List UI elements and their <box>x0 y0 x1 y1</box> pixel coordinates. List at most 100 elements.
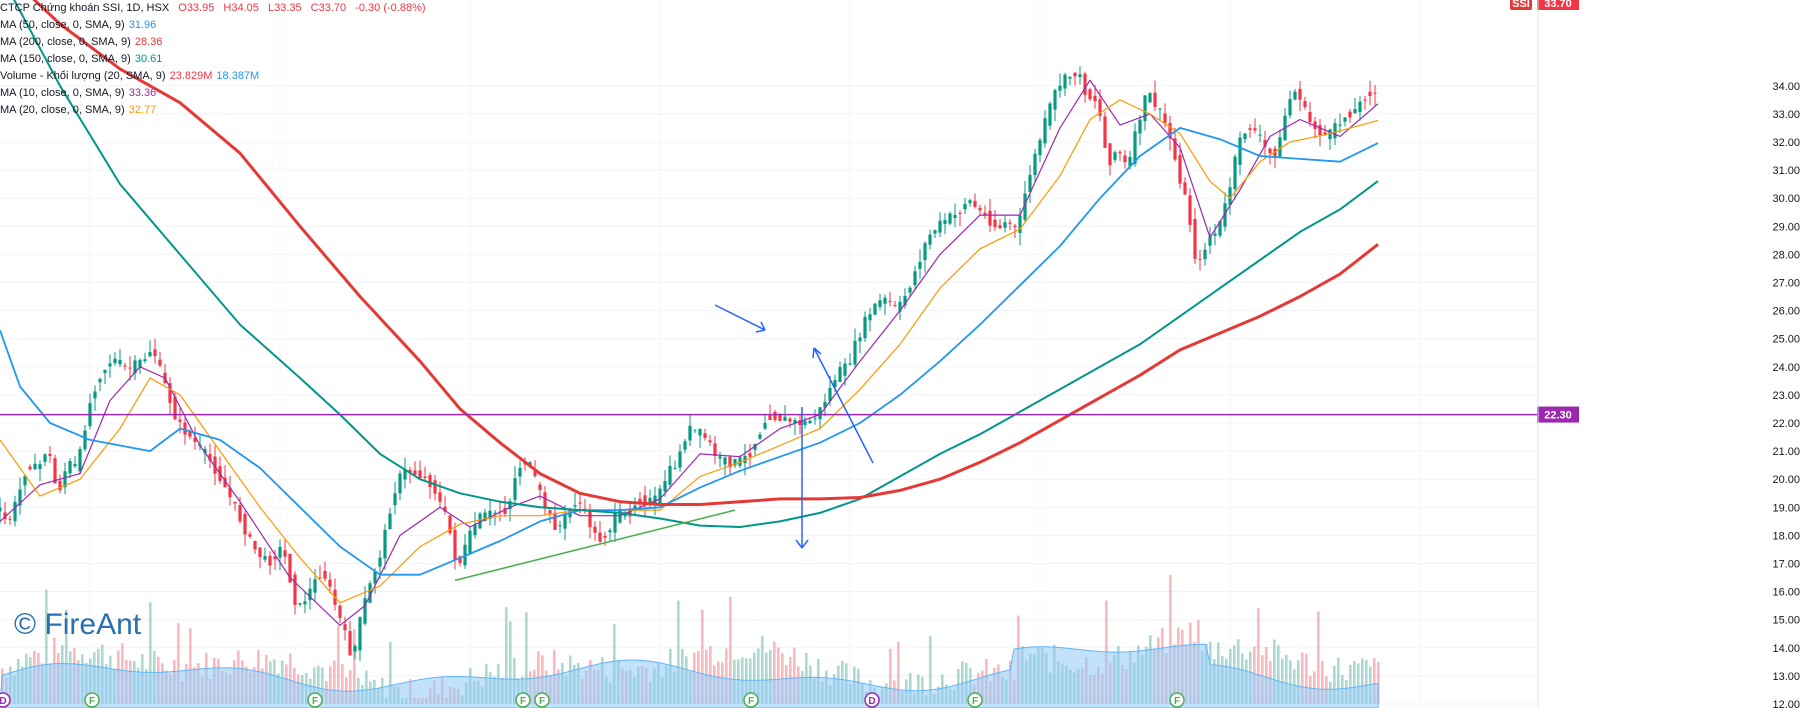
candle-body <box>1133 131 1137 164</box>
candle-body <box>113 358 117 364</box>
candle-body <box>1323 132 1327 135</box>
indicator-label: MA (50, close, 0, SMA, 9) <box>0 19 125 31</box>
indicator-row[interactable]: MA (20, close, 0, SMA, 9) 32.77 <box>0 102 432 119</box>
candle-body <box>828 387 832 402</box>
candle-body <box>118 359 122 365</box>
candle-body <box>578 502 582 504</box>
candle-body <box>548 510 552 514</box>
candle-body <box>273 556 277 560</box>
candle-body <box>1373 92 1377 94</box>
volume-bar <box>337 625 340 704</box>
candle-body <box>458 556 462 563</box>
y-tick-label: 33.00 <box>1772 109 1800 121</box>
volume-bar <box>929 636 932 704</box>
candle-body <box>0 507 2 512</box>
financial-event-icon <box>1169 692 1185 708</box>
indicator-label: MA (150, close, 0, SMA, 9) <box>0 53 131 65</box>
volume-bar <box>149 602 152 704</box>
symbol-tag <box>1510 0 1532 10</box>
event-label: F <box>748 696 754 707</box>
candle-body <box>378 557 382 567</box>
candle-body <box>438 492 442 502</box>
candle-body <box>818 407 822 420</box>
candle-body <box>1268 148 1272 154</box>
volume-bar <box>677 600 680 704</box>
candle-body <box>758 434 762 439</box>
indicator-row[interactable]: Volume - Khối lượng (20, SMA, 9) 23.829M 1… <box>0 68 432 85</box>
low-value: 33.35 <box>274 2 302 14</box>
candle-body <box>943 220 947 224</box>
candle-body <box>1253 128 1257 131</box>
indicator-row[interactable]: MA (50, close, 0, SMA, 9) 31.96 <box>0 17 432 34</box>
indicator-row[interactable]: MA (200, close, 0, SMA, 9) 28.36 <box>0 34 432 51</box>
candle-body <box>1238 137 1242 165</box>
price-axis[interactable]: 34.00 33.00 32.00 31.00 30.00 29.00 28.00 27.00… <box>1510 0 1800 708</box>
candle-body <box>1263 140 1267 147</box>
candle-body <box>83 430 87 450</box>
candle-body <box>773 411 777 421</box>
candle-body <box>268 555 272 566</box>
candle-body <box>1103 116 1107 148</box>
candle-body <box>343 624 347 631</box>
drawing-annotations[interactable] <box>0 304 1538 582</box>
volume-bar <box>525 612 528 704</box>
candle-body <box>13 501 17 522</box>
candle-body <box>898 301 902 312</box>
candle-body <box>428 475 432 488</box>
candle-body <box>998 225 1002 228</box>
candle-body <box>1203 249 1207 260</box>
candle-body <box>258 547 262 558</box>
candle-body <box>1193 219 1197 259</box>
volume-bar <box>1349 665 1352 704</box>
candle-body <box>133 360 137 374</box>
volume-bar <box>1373 658 1376 704</box>
y-tick-label: 19.00 <box>1772 502 1800 514</box>
candle-body <box>688 425 692 441</box>
indicator-label: MA (10, close, 0, SMA, 9) <box>0 87 125 99</box>
volume-bar <box>1357 663 1360 704</box>
ma50-line <box>0 127 1379 576</box>
ma150-line <box>13 0 1379 528</box>
candle-body <box>1358 101 1362 112</box>
candle-body <box>888 300 892 302</box>
candle-body <box>798 420 802 426</box>
indicator-row[interactable]: MA (10, close, 0, SMA, 9) 33.36 <box>0 85 432 102</box>
volume-bar <box>365 670 368 704</box>
indicator-value: 30.61 <box>134 53 163 65</box>
volume-bar <box>757 648 760 704</box>
candle-body <box>638 498 642 504</box>
event-label: F <box>312 696 318 707</box>
candle-body <box>148 352 152 357</box>
indicator-row[interactable]: MA (150, close, 0, SMA, 9) 30.61 <box>0 51 432 68</box>
arrow-shaft <box>714 304 766 331</box>
candle-body <box>563 514 567 529</box>
candle-body <box>973 200 977 207</box>
candle-body <box>1333 123 1337 139</box>
candle-body <box>158 359 162 366</box>
candle-body <box>1158 108 1162 110</box>
volume-bar <box>889 648 892 704</box>
volume-bar <box>765 652 768 704</box>
candle-body <box>948 213 952 224</box>
event-label: F <box>89 696 95 707</box>
candle-body <box>873 303 877 315</box>
candle-body <box>1118 151 1122 154</box>
candle-body <box>1318 125 1322 136</box>
candle-body <box>848 363 852 365</box>
candle-body <box>313 579 317 593</box>
candle-body <box>783 416 787 421</box>
candle-body <box>658 488 662 504</box>
financial-event-icon <box>967 692 983 708</box>
volume-bar <box>1317 611 1320 704</box>
volume-bar <box>793 647 796 704</box>
candle-body <box>143 359 147 362</box>
indicator-label: MA (200, close, 0, SMA, 9) <box>0 36 131 48</box>
candle-body <box>473 524 477 536</box>
candle-body <box>573 505 577 507</box>
candle-body <box>403 468 407 480</box>
candle-body <box>238 505 242 522</box>
volume-bar <box>1265 646 1268 704</box>
volume-bar <box>917 674 920 704</box>
